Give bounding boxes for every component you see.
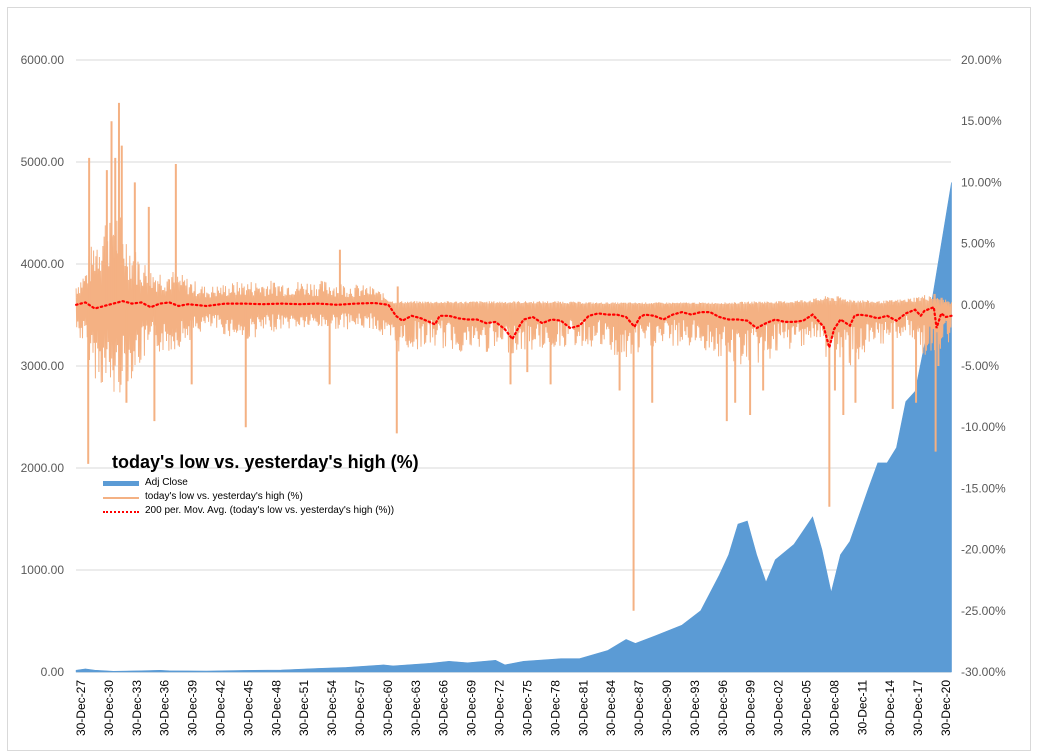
x-axis-tick-label: 30-Dec-63 xyxy=(409,680,423,736)
x-axis-tick-label: 30-Dec-14 xyxy=(883,680,897,736)
x-axis-tick-label: 30-Dec-93 xyxy=(688,680,702,736)
x-axis-tick-label: 30-Dec-05 xyxy=(799,680,813,736)
left-axis-tick-label: 6000.00 xyxy=(21,53,65,67)
x-axis-tick-label: 30-Dec-96 xyxy=(716,680,730,736)
right-axis-tick-label: -10.00% xyxy=(961,420,1006,434)
chart-title: today's low vs. yesterday's high (%) xyxy=(112,452,419,472)
right-axis-tick-label: 20.00% xyxy=(961,53,1002,67)
x-axis-tick-label: 30-Dec-36 xyxy=(158,680,172,736)
left-axis-tick-label: 0.00 xyxy=(41,665,65,679)
left-axis-tick-label: 2000.00 xyxy=(21,461,65,475)
right-axis-tick-label: -30.00% xyxy=(961,665,1006,679)
x-axis-tick-label: 30-Dec-78 xyxy=(548,680,562,736)
x-axis-tick-label: 30-Dec-75 xyxy=(520,680,534,736)
right-axis-tick-label: -15.00% xyxy=(961,481,1006,495)
left-axis-ticks: 0.00 1000.00 2000.00 3000.00 4000.00 5000.00 6… xyxy=(21,53,65,679)
right-axis-tick-label: -5.00% xyxy=(961,359,999,373)
moving-average-series xyxy=(75,299,953,352)
left-axis-tick-label: 1000.00 xyxy=(21,563,65,577)
right-axis-tick-label: 5.00% xyxy=(961,237,995,251)
x-axis-tick-label: 30-Dec-11 xyxy=(855,680,869,735)
adj-close-series xyxy=(75,182,952,673)
x-axis-tick-label: 30-Dec-30 xyxy=(102,680,116,736)
right-axis-tick-label: -20.00% xyxy=(961,543,1006,557)
legend-item-moving-average: 200 per. Mov. Avg. (today's low vs. yest… xyxy=(103,504,394,518)
x-axis-tick-label: 30-Dec-66 xyxy=(437,680,451,736)
pct-line xyxy=(75,202,952,393)
adj-close-area xyxy=(75,182,952,673)
x-axis-tick-label: 30-Dec-81 xyxy=(576,680,590,736)
x-axis-tick-label: 30-Dec-54 xyxy=(325,680,339,736)
x-axis-tick-label: 30-Dec-99 xyxy=(744,680,758,736)
x-axis-tick-label: 30-Dec-33 xyxy=(130,680,144,736)
x-axis-ticks: 30-Dec-27 30-Dec-30 30-Dec-33 30-Dec-36 30-D… xyxy=(74,680,953,736)
x-axis-tick-label: 30-Dec-02 xyxy=(772,680,786,736)
x-axis-tick-label: 30-Dec-08 xyxy=(827,680,841,736)
legend-label: 200 per. Mov. Avg. (today's low vs. yest… xyxy=(145,505,395,516)
legend-label: today's low vs. yesterday's high (%) xyxy=(145,491,303,502)
pct-series xyxy=(75,102,952,611)
x-axis-tick-label: 30-Dec-17 xyxy=(911,680,925,736)
legend-swatch-dotted xyxy=(103,511,139,513)
x-axis-tick-label: 30-Dec-84 xyxy=(604,680,618,736)
x-axis-tick-label: 30-Dec-20 xyxy=(939,680,953,736)
x-axis-tick-label: 30-Dec-60 xyxy=(381,680,395,736)
legend-label: Adj Close xyxy=(145,477,188,488)
legend: Adj Close today's low vs. yesterday's hi… xyxy=(103,476,394,518)
x-axis-tick-label: 30-Dec-39 xyxy=(186,680,200,736)
right-axis-ticks: -30.00% -25.00% -20.00% -15.00% -10.00% -5.00… xyxy=(961,53,1006,679)
left-axis-tick-label: 5000.00 xyxy=(21,155,65,169)
legend-swatch-area xyxy=(103,481,139,486)
legend-item-adj-close: Adj Close xyxy=(103,476,394,490)
right-axis-tick-label: 15.00% xyxy=(961,114,1002,128)
x-axis-tick-label: 30-Dec-69 xyxy=(465,680,479,736)
x-axis-tick-label: 30-Dec-57 xyxy=(353,680,367,736)
chart-area xyxy=(7,7,1031,751)
x-axis-tick-label: 30-Dec-48 xyxy=(269,680,283,736)
x-axis-tick-label: 30-Dec-90 xyxy=(660,680,674,736)
legend-item-pct: today's low vs. yesterday's high (%) xyxy=(103,490,394,504)
x-axis-tick-label: 30-Dec-72 xyxy=(493,680,507,736)
left-axis-tick-label: 3000.00 xyxy=(21,359,65,373)
x-axis-tick-label: 30-Dec-27 xyxy=(74,680,88,736)
right-axis-tick-label: 0.00% xyxy=(961,298,995,312)
x-axis-tick-label: 30-Dec-51 xyxy=(297,680,311,736)
x-axis-tick-label: 30-Dec-42 xyxy=(214,680,228,736)
right-axis-tick-label: 10.00% xyxy=(961,175,1002,189)
left-axis-tick-label: 4000.00 xyxy=(21,257,65,271)
right-axis-tick-label: -25.00% xyxy=(961,604,1006,618)
moving-average-line xyxy=(75,299,953,352)
legend-swatch-line xyxy=(103,497,139,499)
x-axis-tick-label: 30-Dec-45 xyxy=(241,680,255,736)
x-axis-tick-label: 30-Dec-87 xyxy=(632,680,646,736)
